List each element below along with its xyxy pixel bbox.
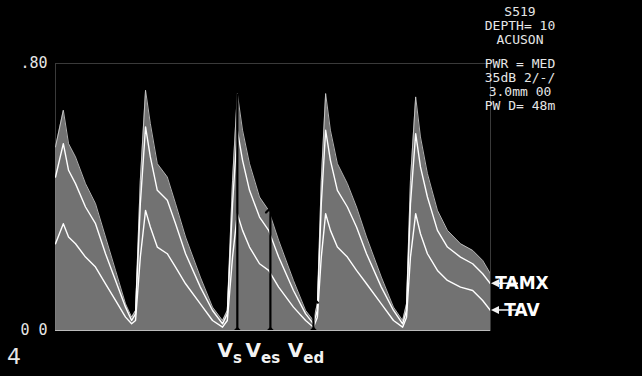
svg-text:PW D= 48m: PW D= 48m xyxy=(485,98,556,113)
svg-text:ACUSON: ACUSON xyxy=(497,32,544,47)
svg-text:S519: S519 xyxy=(504,4,535,19)
svg-text:TAMX: TAMX xyxy=(495,273,548,293)
svg-text:TAV: TAV xyxy=(504,300,540,320)
svg-text:.80: .80 xyxy=(20,54,47,72)
svg-text:Vs: Vs xyxy=(218,338,242,367)
svg-text:35dB 2/-/: 35dB 2/-/ xyxy=(485,70,555,85)
svg-text:DEPTH= 10: DEPTH= 10 xyxy=(485,18,555,33)
svg-text:3.0mm 00: 3.0mm 00 xyxy=(489,84,552,99)
svg-text:PWR = MED: PWR = MED xyxy=(485,56,556,71)
svg-text:0 0: 0 0 xyxy=(20,321,47,339)
svg-text:4: 4 xyxy=(7,344,21,369)
svg-text:Ved: Ved xyxy=(288,338,324,367)
svg-text:Ves: Ves xyxy=(246,338,281,367)
